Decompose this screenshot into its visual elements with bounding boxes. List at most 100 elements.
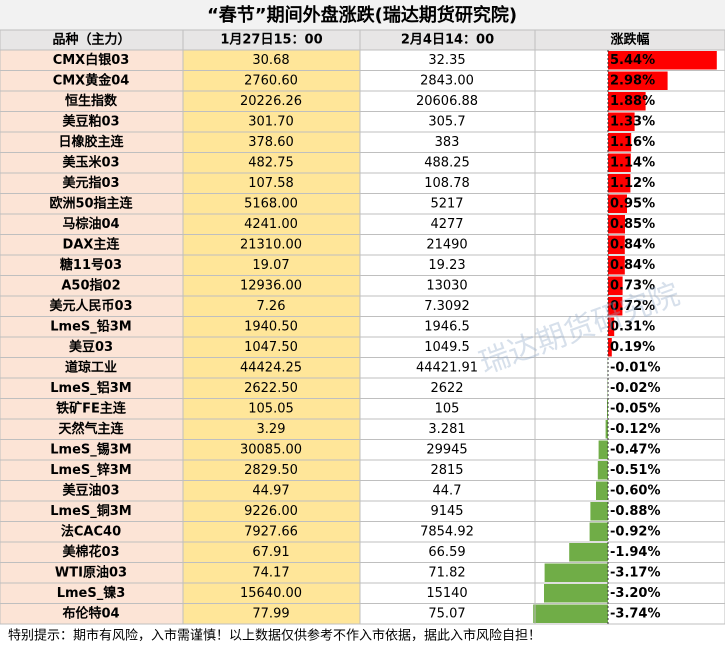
after-cell: 5217 — [430, 196, 463, 211]
before-cell-bg — [183, 439, 360, 460]
change-label: 2.98% — [610, 73, 655, 88]
before-cell-bg — [183, 480, 360, 501]
before-cell: 5168.00 — [244, 196, 298, 211]
name-cell-bg — [0, 234, 183, 255]
change-label: -3.74% — [610, 606, 661, 621]
before-cell: 15640.00 — [240, 586, 302, 601]
before-cell: 44.97 — [252, 483, 289, 498]
change-bar — [598, 440, 608, 459]
before-cell-bg — [183, 460, 360, 481]
name-cell-bg — [0, 214, 183, 235]
change-label: -3.17% — [610, 565, 661, 580]
change-label: 0.31% — [610, 319, 655, 334]
name-cell-bg — [0, 378, 183, 399]
name-cell: 布伦特04 — [62, 605, 119, 621]
name-cell: 美豆03 — [69, 339, 113, 355]
header-cell: 品种（主力） — [52, 32, 130, 48]
after-cell: 44421.91 — [416, 360, 478, 375]
name-cell-bg — [0, 193, 183, 214]
after-cell: 3.281 — [428, 422, 465, 437]
name-cell: 马棕油04 — [62, 216, 119, 232]
change-label: 0.72% — [610, 299, 655, 314]
change-bar — [608, 112, 635, 131]
after-cell: 1049.5 — [424, 340, 470, 355]
after-cell: 44.7 — [433, 483, 462, 498]
name-cell: 美豆粕03 — [62, 113, 119, 129]
change-bar — [590, 502, 608, 521]
change-label: -3.20% — [610, 586, 661, 601]
change-bar — [608, 235, 625, 254]
name-cell: LmeS_铅3M — [50, 318, 132, 334]
before-cell-bg — [183, 111, 360, 132]
name-cell-bg — [0, 603, 183, 624]
change-label: 1.33% — [610, 114, 655, 129]
before-cell: 2622.50 — [244, 381, 298, 396]
name-cell: 日橡胶主连 — [58, 134, 124, 150]
name-cell: 铁矿FE主连 — [55, 400, 127, 416]
name-cell-bg — [0, 152, 183, 173]
change-bar — [544, 563, 608, 582]
name-cell-bg — [0, 398, 183, 419]
name-cell: 美元指03 — [62, 175, 119, 191]
change-bar — [608, 153, 631, 172]
name-cell: WTI原油03 — [55, 564, 127, 580]
title-bg — [0, 0, 725, 30]
before-cell-bg — [183, 562, 360, 583]
before-cell: 12936.00 — [240, 278, 302, 293]
name-cell: 美棉花03 — [62, 544, 119, 560]
name-cell: 美玉米03 — [62, 154, 119, 170]
change-bar — [605, 420, 608, 439]
after-cell: 13030 — [426, 278, 467, 293]
before-cell: 30.68 — [252, 53, 289, 68]
name-cell: 美元人民币03 — [49, 298, 132, 314]
header-cell: 涨跌幅 — [609, 32, 649, 48]
change-label: -1.94% — [610, 545, 661, 560]
after-cell: 19.23 — [428, 258, 465, 273]
name-cell: 道琼工业 — [65, 359, 117, 375]
before-cell-bg — [183, 296, 360, 317]
before-cell-bg — [183, 91, 360, 112]
before-cell: 77.99 — [252, 606, 289, 621]
change-label: -0.88% — [610, 504, 661, 519]
header-cell: 2月4日14：00 — [401, 33, 494, 48]
after-cell: 1946.5 — [424, 319, 470, 334]
name-cell-bg — [0, 296, 183, 317]
before-cell: 20226.26 — [240, 94, 302, 109]
after-cell: 2815 — [430, 463, 463, 478]
before-cell: 30085.00 — [240, 442, 302, 457]
before-cell-bg — [183, 378, 360, 399]
before-cell: 105.05 — [248, 401, 294, 416]
before-cell-bg — [183, 50, 360, 71]
before-cell: 19.07 — [252, 258, 289, 273]
change-bar — [608, 71, 668, 90]
after-cell: 305.7 — [428, 114, 465, 129]
before-cell-bg — [183, 521, 360, 542]
after-cell: 4277 — [430, 217, 463, 232]
change-label: -0.05% — [610, 401, 661, 416]
name-cell: DAX主连 — [63, 236, 121, 252]
before-cell-bg — [183, 419, 360, 440]
before-cell-bg — [183, 132, 360, 153]
title: “春节”期间外盘涨跌(瑞达期货研究院) — [207, 4, 517, 26]
name-cell-bg — [0, 316, 183, 337]
change-label: -0.02% — [610, 381, 661, 396]
name-cell-bg — [0, 132, 183, 153]
name-cell: LmeS_镍3 — [57, 585, 126, 601]
before-cell-bg — [183, 193, 360, 214]
before-cell: 1940.50 — [244, 319, 298, 334]
after-cell: 108.78 — [424, 176, 470, 191]
name-cell-bg — [0, 562, 183, 583]
after-cell: 71.82 — [428, 565, 465, 580]
change-bar — [608, 174, 631, 193]
before-cell: 378.60 — [248, 135, 294, 150]
after-cell: 488.25 — [424, 155, 470, 170]
change-bar — [597, 461, 608, 480]
change-label: 1.12% — [610, 176, 655, 191]
change-label: -0.12% — [610, 422, 661, 437]
before-cell-bg — [183, 255, 360, 276]
before-cell: 2829.50 — [244, 463, 298, 478]
change-label: -0.47% — [610, 442, 661, 457]
before-cell-bg — [183, 583, 360, 604]
change-label: 1.88% — [610, 94, 655, 109]
